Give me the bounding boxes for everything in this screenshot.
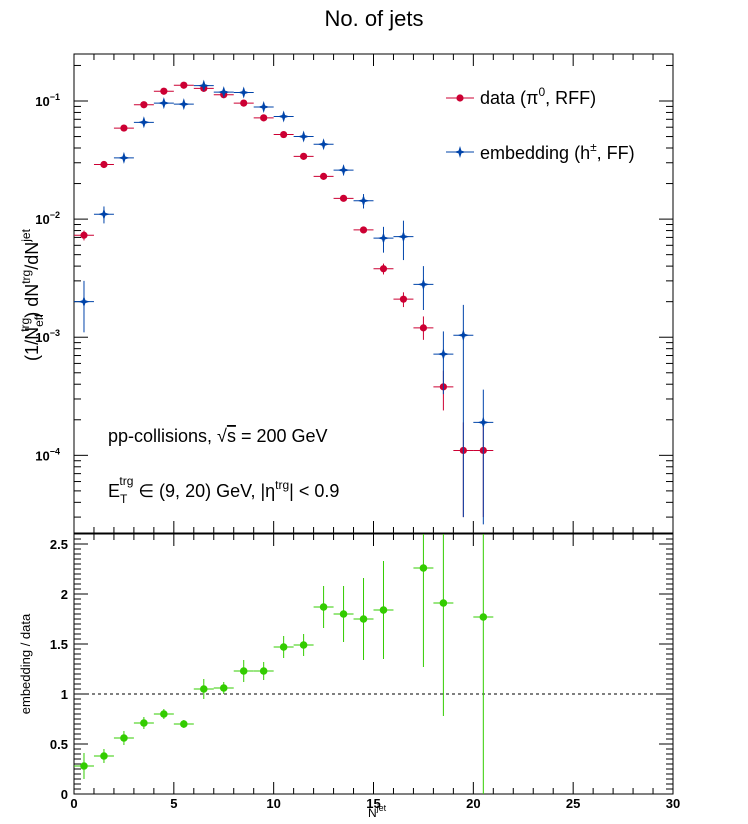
x-tick-label: 15	[366, 796, 380, 811]
bottom-y-axis-label: embedding / data	[18, 613, 33, 714]
x-tick-label: 0	[70, 796, 77, 811]
legend: data (π0, RFF) embedding (h±, FF)	[446, 85, 635, 163]
legend-marker-data	[456, 94, 464, 102]
bottom-y-tick-label: 1	[61, 687, 68, 702]
data-point	[260, 114, 268, 122]
annotation-trigger: ETtrg ∈ (9, 20) GeV, |ηtrg| < 0.9	[108, 474, 339, 506]
data-point	[177, 98, 190, 111]
series-embedding	[74, 79, 494, 525]
data-point	[180, 81, 188, 89]
data-point	[397, 230, 410, 243]
bottom-y-tick-label: 0.5	[50, 737, 68, 752]
top-y-tick-labels: 10−1 10−2 10−3 10−4	[35, 92, 60, 463]
x-tick-label: 5	[170, 796, 177, 811]
ratio-point	[180, 720, 188, 728]
data-point	[337, 164, 350, 177]
ratio-point	[120, 734, 128, 742]
top-y-tick-label: 10−3	[35, 328, 60, 345]
top-axis-ticks	[73, 54, 674, 533]
legend-marker-embedding	[454, 146, 466, 158]
data-point	[237, 86, 250, 99]
data-point	[277, 110, 290, 123]
data-point	[437, 348, 450, 361]
x-axis-label: Njet	[368, 803, 387, 820]
data-point	[100, 160, 108, 169]
ratio-point	[479, 613, 488, 621]
bottom-y-tick-label: 0	[61, 787, 68, 802]
data-point	[477, 416, 490, 429]
bottom-axis-ticks	[73, 533, 674, 795]
data-point	[280, 130, 288, 139]
legend-label-embedding: embedding (h±, FF)	[480, 140, 635, 163]
data-point	[157, 97, 170, 110]
x-tick-label: 25	[566, 796, 580, 811]
x-tick-labels: 0 5 10 15 20 25 30	[70, 796, 680, 811]
top-y-tick-label: 10−4	[35, 446, 60, 463]
ratio-point	[219, 684, 228, 692]
data-point	[379, 265, 388, 273]
x-tick-label: 30	[666, 796, 680, 811]
data-point	[97, 208, 110, 221]
ratio-point	[100, 752, 108, 760]
data-point	[217, 86, 230, 99]
data-point	[417, 278, 430, 291]
ratio-point	[319, 603, 328, 611]
chart-title: No. of jets	[324, 6, 423, 31]
data-point	[419, 324, 428, 332]
ratio-point	[199, 685, 208, 693]
top-series-group	[74, 79, 494, 525]
legend-label-data: data (π0, RFF)	[480, 85, 596, 108]
data-point	[300, 152, 308, 160]
series-data	[74, 81, 494, 518]
data-point	[257, 100, 270, 113]
legend-entry-data: data (π0, RFF)	[446, 85, 596, 108]
annotation-collisions: pp-collisions, √s = 200 GeV	[108, 426, 328, 446]
data-point	[117, 151, 130, 164]
ratio-point	[439, 599, 448, 607]
top-y-tick-label: 10−1	[35, 92, 60, 109]
data-point	[319, 172, 328, 180]
ratio-point	[379, 606, 388, 614]
data-point	[399, 295, 408, 303]
data-point	[137, 116, 150, 129]
x-tick-label: 10	[266, 796, 280, 811]
ratio-point	[359, 615, 368, 623]
data-point	[197, 79, 210, 92]
ratio-point	[80, 762, 88, 770]
data-point	[297, 130, 310, 143]
data-point	[77, 295, 90, 308]
data-point	[140, 101, 148, 109]
top-y-tick-label: 10−2	[35, 210, 60, 227]
ratio-point	[299, 641, 308, 649]
bottom-y-tick-label: 2.5	[50, 537, 68, 552]
legend-entry-embedding: embedding (h±, FF)	[446, 140, 635, 163]
ratio-point	[279, 643, 288, 651]
data-point	[80, 231, 88, 239]
data-point	[377, 232, 390, 245]
data-point	[457, 329, 470, 342]
series-ratio	[74, 534, 494, 794]
data-point	[317, 138, 330, 151]
ratio-point	[140, 719, 148, 727]
top-plot-frame	[73, 53, 674, 534]
data-point	[120, 124, 128, 132]
bottom-y-tick-label: 2	[61, 587, 68, 602]
data-point	[357, 194, 370, 207]
x-tick-label: 20	[466, 796, 480, 811]
bottom-y-tick-label: 1.5	[50, 637, 68, 652]
data-point	[339, 194, 348, 202]
bottom-plot-frame	[73, 533, 674, 795]
ratio-point	[419, 564, 428, 572]
data-point	[359, 226, 368, 234]
top-y-axis-label: (1/Nefftrg) dNtrg/dNjet	[18, 228, 46, 361]
ratio-point	[239, 667, 248, 675]
ratio-point	[339, 610, 348, 618]
ratio-series-group	[74, 534, 494, 794]
ratio-point	[160, 710, 168, 718]
ratio-point	[259, 667, 268, 675]
data-point	[160, 87, 168, 95]
bottom-y-tick-labels: 0 0.5 1 1.5 2 2.5	[50, 537, 68, 802]
data-point	[240, 99, 248, 107]
